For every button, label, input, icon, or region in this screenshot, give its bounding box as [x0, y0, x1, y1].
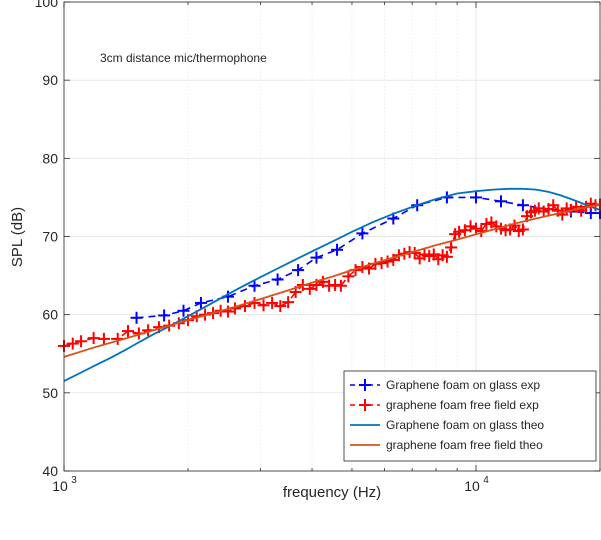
legend-label: Graphene foam on glass theo	[386, 418, 544, 432]
y-axis-label: SPL (dB)	[9, 207, 26, 267]
y-tick-label: 100	[35, 0, 59, 10]
y-tick-label: 90	[42, 72, 58, 88]
legend-items: Graphene foam on glass exp graphene foam …	[350, 378, 544, 452]
series-line	[63, 203, 601, 358]
annotation-text: 3cm distance mic/thermophone	[100, 51, 267, 65]
legend-box	[343, 370, 597, 462]
legend-label: graphene foam free field exp	[386, 398, 539, 412]
series-2	[63, 187, 601, 382]
legend-label: Graphene foam on glass exp	[386, 378, 540, 392]
legend-label: graphene foam free field theo	[386, 438, 543, 452]
x-axis-label: frequency (Hz)	[283, 484, 381, 501]
y-tick-label: 50	[42, 385, 58, 401]
legend: Graphene foam on glass exp graphene foam …	[343, 370, 597, 462]
x-tick-label-exponent: 3	[71, 475, 77, 486]
y-tick-label: 60	[42, 307, 58, 323]
series-line	[63, 187, 601, 382]
x-tick-label: 10	[52, 478, 68, 494]
x-tick-label: 10	[464, 478, 480, 494]
series-3	[63, 203, 601, 358]
series-layer	[58, 187, 601, 382]
x-tick-label-exponent: 4	[483, 475, 489, 486]
y-tick-label: 40	[42, 463, 58, 479]
y-tick-label: 70	[42, 229, 58, 245]
y-tick-label: 80	[42, 150, 58, 166]
